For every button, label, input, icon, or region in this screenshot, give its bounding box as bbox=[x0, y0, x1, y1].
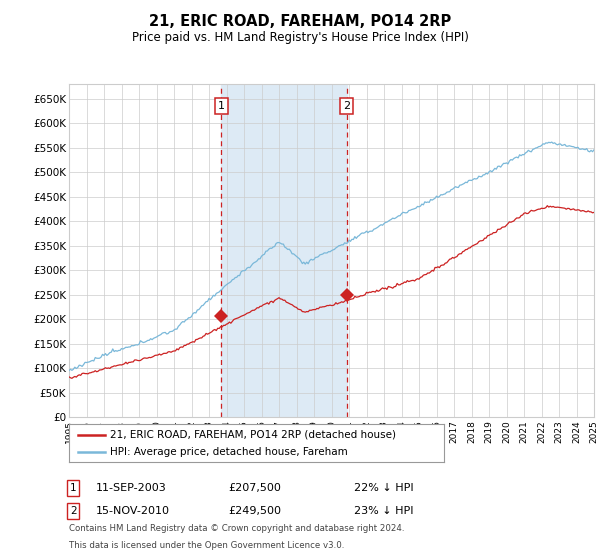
Text: 21, ERIC ROAD, FAREHAM, PO14 2RP: 21, ERIC ROAD, FAREHAM, PO14 2RP bbox=[149, 14, 451, 29]
Text: £207,500: £207,500 bbox=[228, 483, 281, 493]
Text: 21, ERIC ROAD, FAREHAM, PO14 2RP (detached house): 21, ERIC ROAD, FAREHAM, PO14 2RP (detach… bbox=[110, 430, 396, 440]
Bar bbox=[221, 84, 347, 417]
Text: £249,500: £249,500 bbox=[228, 506, 281, 516]
Text: Contains HM Land Registry data © Crown copyright and database right 2024.: Contains HM Land Registry data © Crown c… bbox=[69, 524, 404, 533]
Text: 2: 2 bbox=[343, 101, 350, 111]
Text: 2: 2 bbox=[70, 506, 77, 516]
Text: Price paid vs. HM Land Registry's House Price Index (HPI): Price paid vs. HM Land Registry's House … bbox=[131, 31, 469, 44]
Text: 23% ↓ HPI: 23% ↓ HPI bbox=[354, 506, 413, 516]
Text: 1: 1 bbox=[70, 483, 77, 493]
Text: 1: 1 bbox=[218, 101, 225, 111]
Text: This data is licensed under the Open Government Licence v3.0.: This data is licensed under the Open Gov… bbox=[69, 541, 344, 550]
Text: 22% ↓ HPI: 22% ↓ HPI bbox=[354, 483, 413, 493]
Text: HPI: Average price, detached house, Fareham: HPI: Average price, detached house, Fare… bbox=[110, 447, 348, 457]
Text: 15-NOV-2010: 15-NOV-2010 bbox=[96, 506, 170, 516]
Text: 11-SEP-2003: 11-SEP-2003 bbox=[96, 483, 167, 493]
